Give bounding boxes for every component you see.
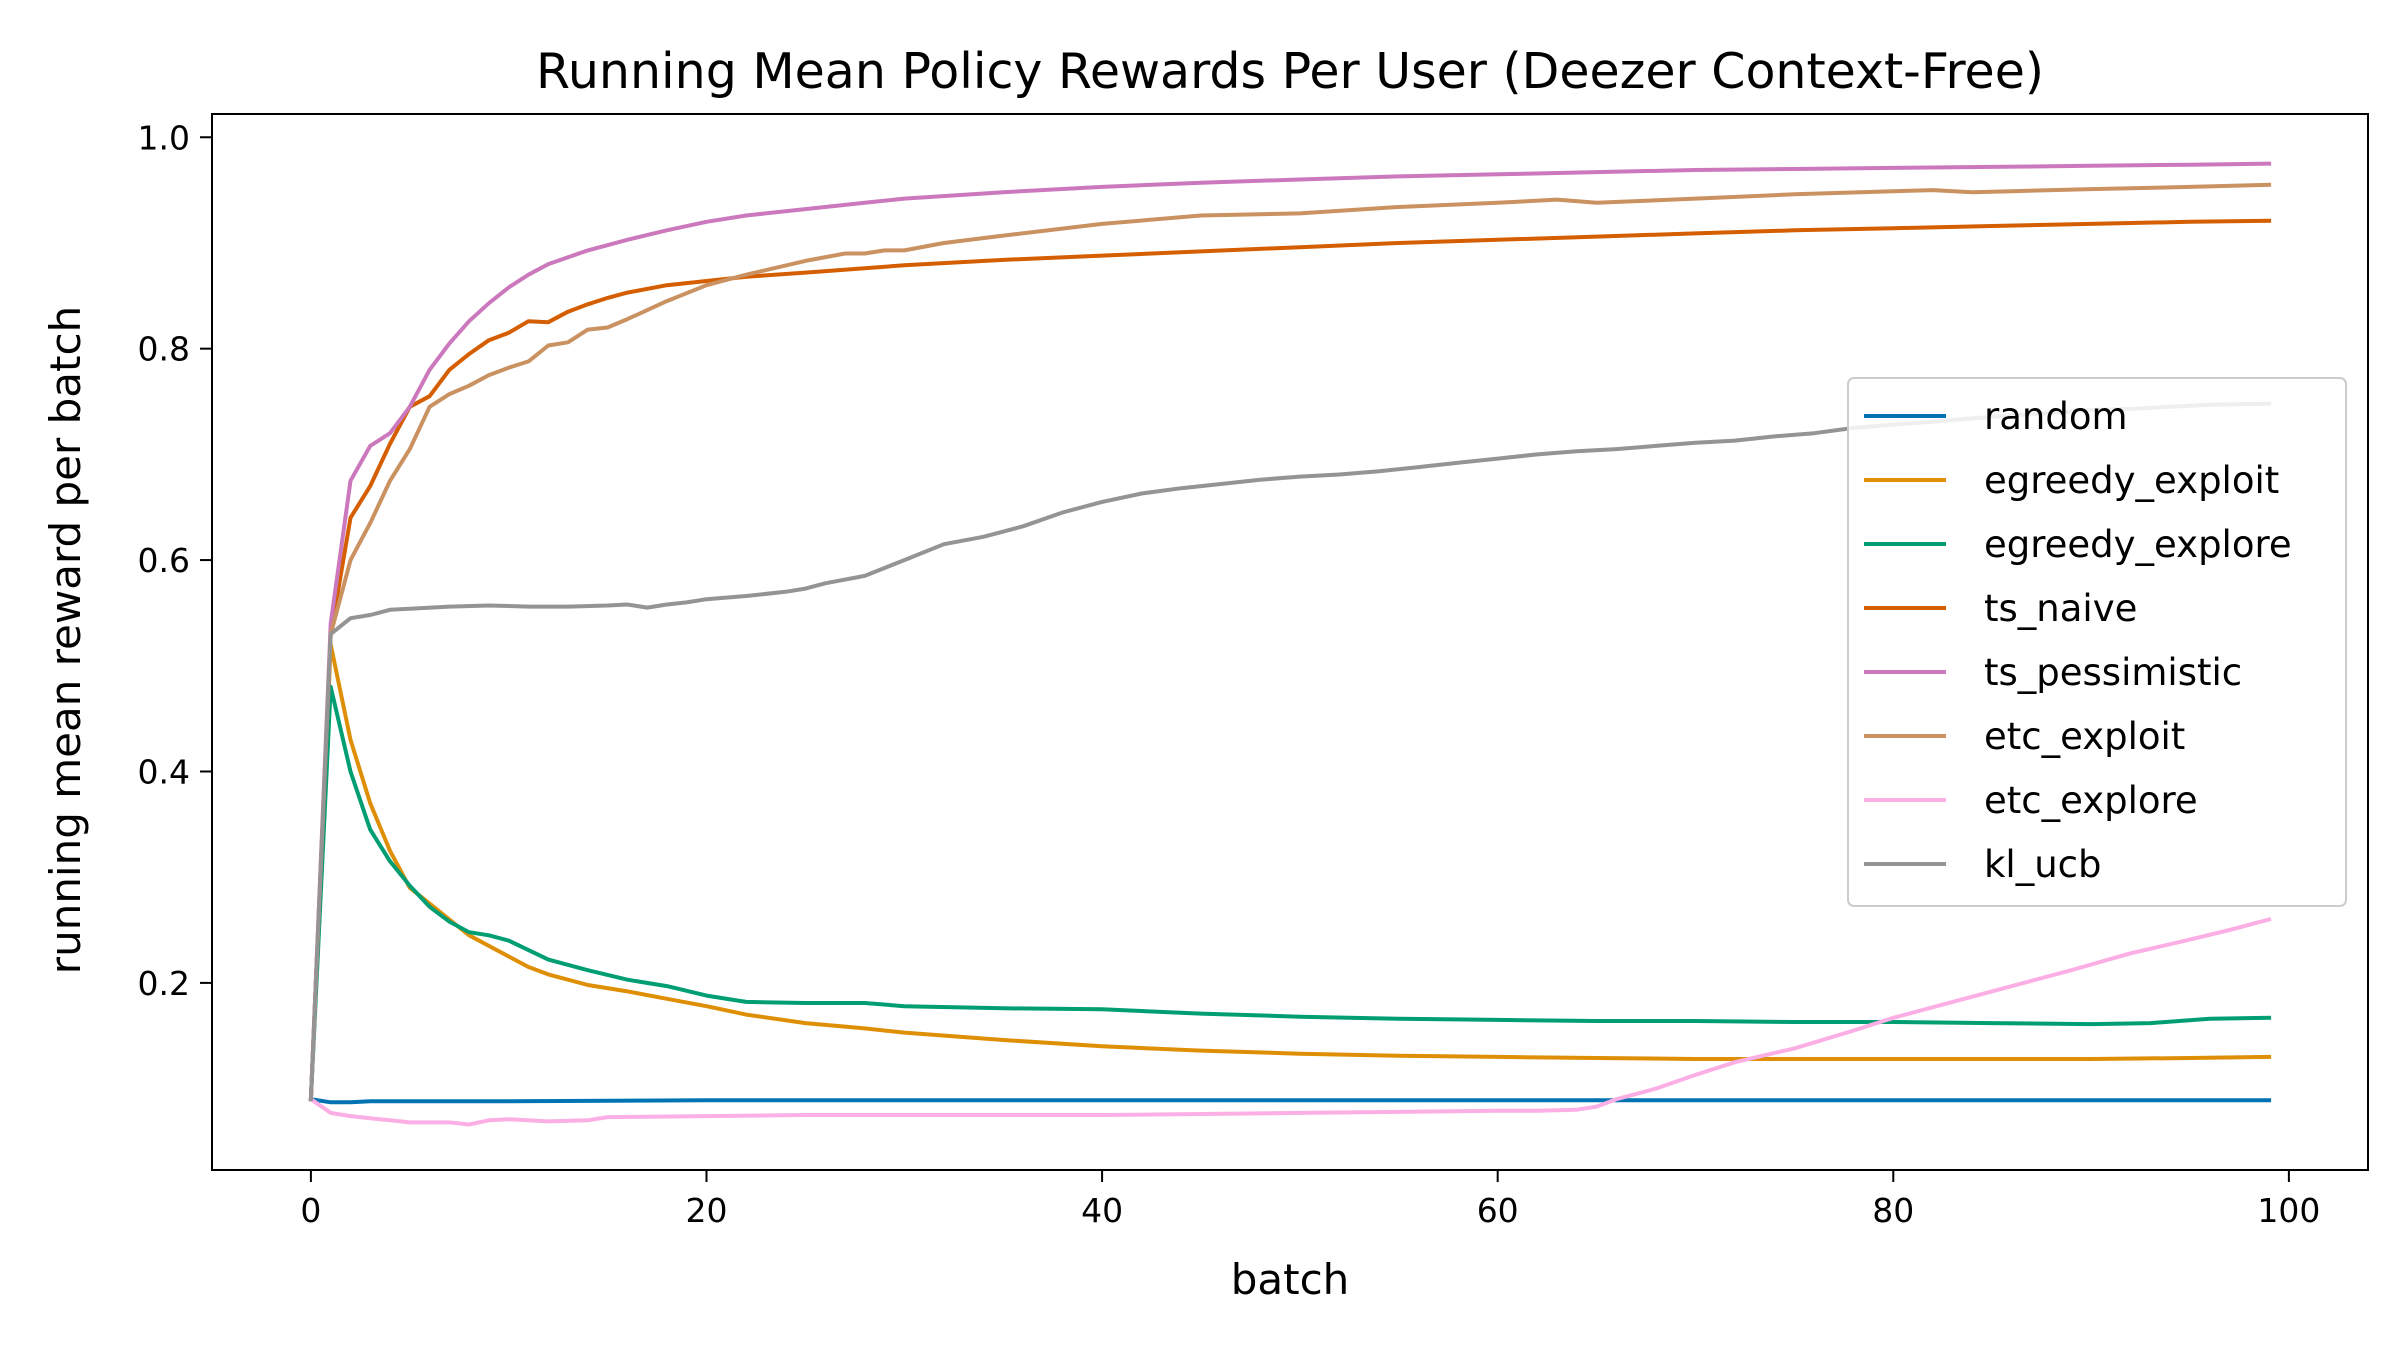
legend-label-egreedy_exploit: egreedy_exploit <box>1984 459 2279 502</box>
x-tick-label: 40 <box>1081 1191 1123 1230</box>
legend-label-ts_naive: ts_naive <box>1984 587 2137 630</box>
series-line-egreedy_explore <box>308 684 2272 1102</box>
chart-title: Running Mean Policy Rewards Per User (De… <box>536 43 2044 100</box>
series-line-ts_pessimistic <box>308 161 2272 1102</box>
x-axis-label: batch <box>1231 1255 1350 1304</box>
series-line-ts_naive <box>308 218 2272 1102</box>
x-tick-label: 60 <box>1477 1191 1519 1230</box>
y-tick-label: 0.4 <box>138 752 190 791</box>
legend-label-kl_ucb: kl_ucb <box>1984 843 2102 886</box>
plot-area-frame <box>211 113 2369 1171</box>
legend-label-etc_explore: etc_explore <box>1984 779 2198 822</box>
x-tick-label: 80 <box>1872 1191 1914 1230</box>
series-line-etc_explore <box>308 917 2272 1127</box>
y-tick-label: 0.6 <box>138 541 190 580</box>
legend-label-random: random <box>1984 395 2128 438</box>
legend-label-egreedy_explore: egreedy_explore <box>1984 523 2292 566</box>
y-axis-label: running mean reward per batch <box>41 306 90 974</box>
y-tick-label: 0.2 <box>138 964 190 1003</box>
legend: random egreedy_exploit egreedy_explore ts_n… <box>1847 377 2347 907</box>
legend-label-ts_pessimistic: ts_pessimistic <box>1984 651 2242 694</box>
y-tick-label: 0.8 <box>138 330 190 369</box>
y-tick-label: 1.0 <box>138 118 190 157</box>
axis-ticks: 0 20 40 60 80 100 0.2 0.4 0.6 0.8 1.0 <box>138 118 2321 1230</box>
x-tick-label: 100 <box>2257 1191 2320 1230</box>
series-line-random <box>308 1096 2272 1105</box>
series-line-etc_exploit <box>308 182 2272 1102</box>
legend-box <box>1847 377 2347 907</box>
x-tick-label: 0 <box>300 1191 321 1230</box>
x-tick-label: 20 <box>685 1191 727 1230</box>
legend-label-etc_exploit: etc_exploit <box>1984 715 2185 758</box>
